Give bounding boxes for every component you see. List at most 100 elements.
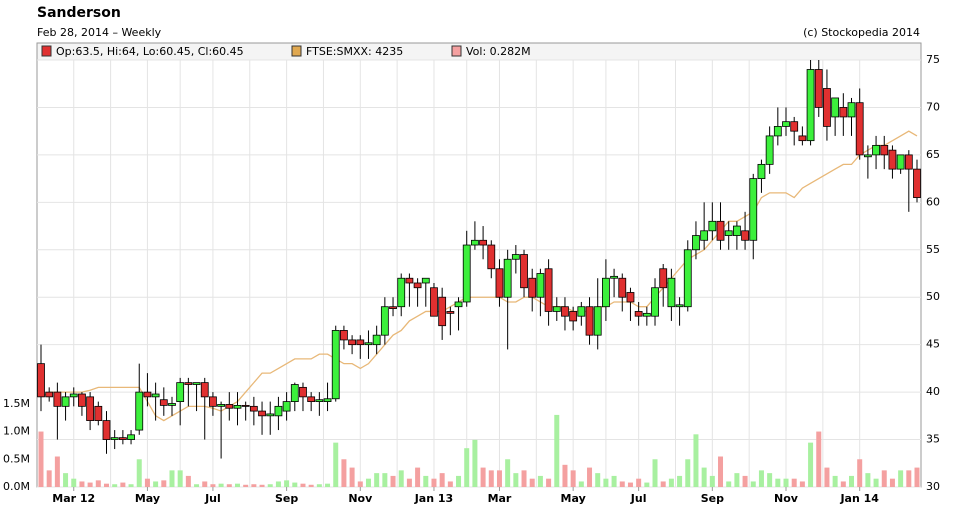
candle-body [683,249,692,308]
candle-body [192,382,201,385]
volume-bar [177,470,183,487]
plot-area [36,59,922,488]
candle-body [315,399,324,402]
volume-bar [578,481,584,487]
volume-bar [439,473,445,487]
y-tick-label: 45 [926,338,940,351]
candle-body [823,88,831,127]
candle-body [151,393,160,398]
candle-body [692,235,700,251]
x-tick-label: Nov [774,492,799,505]
legend-text: Op:63.5, Hi:64, Lo:60.45, Cl:60.45 [56,45,244,58]
volume-bar [349,467,355,487]
candle-body [323,398,332,402]
candle-body [340,330,348,341]
volume-bar [513,473,519,487]
volume-bar [284,480,290,487]
y-tick-label: 50 [926,290,940,303]
candle-body [184,382,193,385]
volume-bar [840,481,846,487]
volume-bar [734,473,740,487]
legend-text: Vol: 0.282M [466,45,531,58]
volume-bar [857,459,863,487]
volume-bar [365,478,371,487]
volume-bar [112,484,118,487]
candle-body [61,396,70,407]
volume-bar [136,459,142,487]
volume-bar [390,475,396,487]
candle-body [397,277,406,308]
candle-body [700,230,709,241]
candle-body [847,102,856,118]
volume-bar [881,470,887,487]
x-tick-label: Jul [630,492,647,505]
candle-body [880,144,889,156]
volume-bar [194,484,200,487]
volume-bar [456,475,462,487]
volume-bar [316,484,322,487]
candle-body [176,382,185,403]
volume-bar [103,483,109,487]
volume-bar [202,481,208,487]
candle-body [724,230,733,236]
volume-bar [873,478,879,487]
volume-bar [398,470,404,487]
subtitle: Feb 28, 2014 – Weekly [37,26,162,39]
volume-bar [120,482,126,487]
candle-body [659,268,668,289]
candle-body [651,287,659,317]
y-tick-label: 70 [926,100,940,113]
candle-body [577,306,586,317]
candle-body [601,277,610,308]
legend-swatch [451,45,462,57]
volume-bar [685,459,691,487]
candle-body [749,178,758,241]
candle-body [438,296,447,327]
volume-bar [333,442,339,487]
volume-bar [488,470,494,487]
x-tick-label: Sep [275,492,298,505]
candle-body [143,391,152,398]
volume-bar [595,473,601,487]
y-tick-label: 30 [926,480,940,493]
candle-body [618,277,627,298]
candle-body [37,363,45,398]
candle-body [307,396,316,403]
candle-body [503,258,512,298]
candle-body [364,342,373,346]
volume-bar [218,483,224,487]
candle-body [487,244,496,270]
candle-body [421,277,430,284]
y-tick-label: 75 [926,53,940,66]
candle-body [135,391,144,431]
volume-bar [587,467,593,487]
volume-bar [652,459,658,487]
candle-body [511,254,520,260]
volume-bar [357,481,363,487]
candle-body [831,97,840,118]
volume-bar [775,478,781,487]
candle-body [45,391,54,398]
candle-body [168,403,176,406]
candle-body [904,154,913,170]
candle-body [790,121,799,132]
volume-bar [341,459,347,487]
volume-bar [660,481,666,487]
volume-bar [447,481,453,487]
volume-tick-label: 0.0M [3,480,30,493]
candle-body [757,163,766,180]
candle-body [855,102,864,156]
candle-body [331,330,340,400]
candle-body [290,384,299,402]
volume-bar [758,470,764,487]
candle-body [814,69,823,108]
x-tick-label: Jan 13 [414,492,453,505]
volume-tick-label: 1.5M [3,397,30,410]
volume-bar [701,467,707,487]
candle-body [536,273,545,298]
candle-body [282,401,291,412]
candle-body [888,149,897,170]
volume-bar [406,478,412,487]
volume-bar [267,484,273,487]
